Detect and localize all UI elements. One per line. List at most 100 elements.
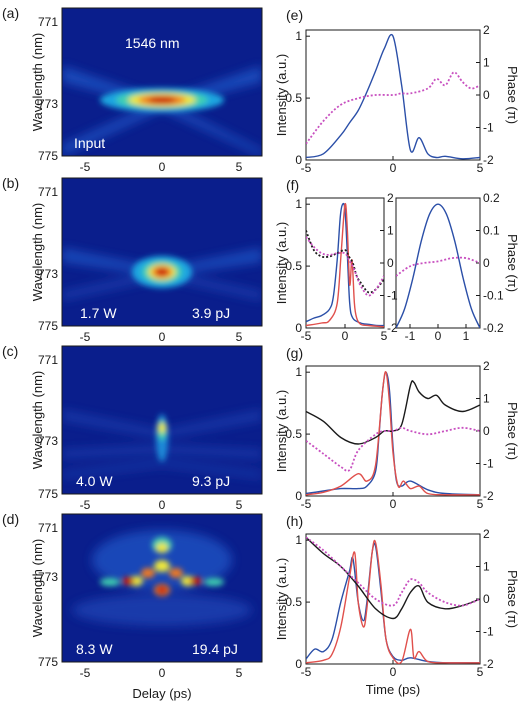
x-axis-label: Time (ps)	[366, 682, 420, 697]
annotation: 1.7 W	[80, 305, 117, 321]
y-tick-label: 773	[38, 570, 58, 584]
y-tick-label: 0	[295, 489, 302, 503]
panel-label: (f)	[286, 177, 299, 193]
y-axis-label: Wavelength (nm)	[30, 203, 45, 302]
line-panel: -1 0 1 -0.2 -0.1 0 0.1 0.2 Phase (π)	[395, 191, 519, 343]
x-tick-label: 5	[236, 666, 243, 680]
series-line	[396, 256, 480, 277]
annotation: 8.3 W	[76, 641, 113, 657]
y-tick-label: 0.5	[285, 259, 302, 273]
y-axis-label: Wavelength (nm)	[30, 33, 45, 132]
y-tick-label: 0.5	[285, 91, 302, 105]
y-tick-label: 1	[295, 29, 302, 43]
plot-frame	[395, 197, 481, 329]
y-right-tick-label: -1	[483, 457, 494, 471]
panel-d: (d) 8.3 W 19.4 pJ Wavelength (nm) 771 77…	[2, 511, 263, 701]
y-right-tick-label: 0.2	[483, 191, 500, 205]
y-tick-label: 0	[295, 657, 302, 671]
y-tick-label: 0.5	[285, 595, 302, 609]
y-right-tick-label: -2	[387, 321, 398, 335]
series-line	[306, 230, 384, 294]
y-tick-label: 773	[38, 267, 58, 281]
panel-label: (h)	[286, 513, 303, 529]
series-line	[396, 203, 480, 328]
y-tick-label: 1	[295, 533, 302, 547]
y-right-tick-label: -2	[483, 489, 494, 503]
y-right-tick-label: -2	[483, 657, 494, 671]
series-line	[306, 542, 480, 664]
series-line	[306, 236, 384, 297]
y-right-tick-label: -0.1	[483, 289, 504, 303]
panel-label: (d)	[2, 511, 19, 527]
y-tick-label: 771	[38, 15, 58, 29]
x-tick-label: 0	[390, 497, 397, 511]
panel-label: (e)	[286, 7, 303, 23]
y-tick-label: 775	[38, 319, 58, 333]
y-right-tick-label: 2	[387, 191, 394, 205]
y-axis-label: Wavelength (nm)	[30, 539, 45, 638]
x-tick-label: 5	[477, 497, 484, 511]
y-right-tick-label: 0	[483, 424, 490, 438]
series-line	[306, 536, 480, 607]
x-tick-label: 0	[342, 329, 349, 343]
x-tick-label: -5	[301, 497, 312, 511]
y-right-tick-label: 0	[483, 592, 490, 606]
y-tick-label: 773	[38, 97, 58, 111]
series-line	[306, 371, 480, 496]
annotation: 19.4 pJ	[192, 641, 238, 657]
y-axis-label: Intensity (a.u.)	[274, 222, 289, 304]
annotation: 1546 nm	[125, 35, 179, 51]
y-tick-label: 771	[38, 353, 58, 367]
x-tick-label: -5	[301, 665, 312, 679]
y-right-axis-label: Phase (π)	[505, 66, 519, 124]
plot-frame	[305, 29, 481, 161]
y-right-axis-label: Phase (π)	[505, 234, 519, 292]
x-tick-label: 5	[381, 329, 388, 343]
y-right-tick-label: -1	[483, 121, 494, 135]
y-tick-label: 775	[38, 149, 58, 163]
panel-a: (a) 1546 nm Input Wavelength (nm) 771 77…	[2, 5, 263, 174]
x-tick-label: 5	[477, 161, 484, 175]
y-right-tick-label: 2	[483, 527, 490, 541]
y-tick-label: 0.5	[285, 427, 302, 441]
y-right-tick-label: 0	[483, 88, 490, 102]
x-tick-label: 0	[159, 498, 166, 512]
annotation: 3.9 pJ	[192, 305, 230, 321]
y-tick-label: 0	[295, 153, 302, 167]
y-tick-label: 771	[38, 521, 58, 535]
series-line	[306, 202, 384, 328]
x-axis-label: Delay (ps)	[132, 686, 191, 701]
series-line	[306, 536, 480, 620]
x-tick-label: 0	[390, 161, 397, 175]
panel-label: (b)	[2, 175, 19, 191]
annotation: 9.3 pJ	[192, 473, 230, 489]
y-right-tick-label: 1	[483, 56, 490, 70]
x-tick-label: -5	[80, 330, 91, 344]
series-line	[306, 202, 384, 327]
panel-label: (c)	[2, 343, 18, 359]
series-line	[306, 71, 480, 145]
panel-c: (c) 4.0 W 9.3 pJ Wavelength (nm) 771 773…	[2, 343, 263, 512]
y-tick-label: 773	[38, 434, 58, 448]
x-tick-label: -5	[80, 160, 91, 174]
y-right-tick-label: -0.2	[483, 321, 504, 335]
y-right-tick-label: 2	[483, 359, 490, 373]
y-axis-label: Intensity (a.u.)	[274, 390, 289, 472]
x-tick-label: 0	[159, 666, 166, 680]
x-tick-label: 1	[463, 329, 470, 343]
x-tick-label: 5	[236, 498, 243, 512]
y-right-tick-label: -1	[387, 289, 398, 303]
y-right-tick-label: -1	[483, 625, 494, 639]
annotation: 4.0 W	[76, 473, 113, 489]
y-right-axis-label: Phase (π)	[505, 570, 519, 628]
x-tick-label: 0	[159, 330, 166, 344]
y-right-tick-label: 2	[483, 23, 490, 37]
x-tick-label: 0	[159, 160, 166, 174]
x-tick-label: 0	[390, 665, 397, 679]
y-right-tick-label: 1	[483, 392, 490, 406]
series-line	[306, 34, 480, 160]
